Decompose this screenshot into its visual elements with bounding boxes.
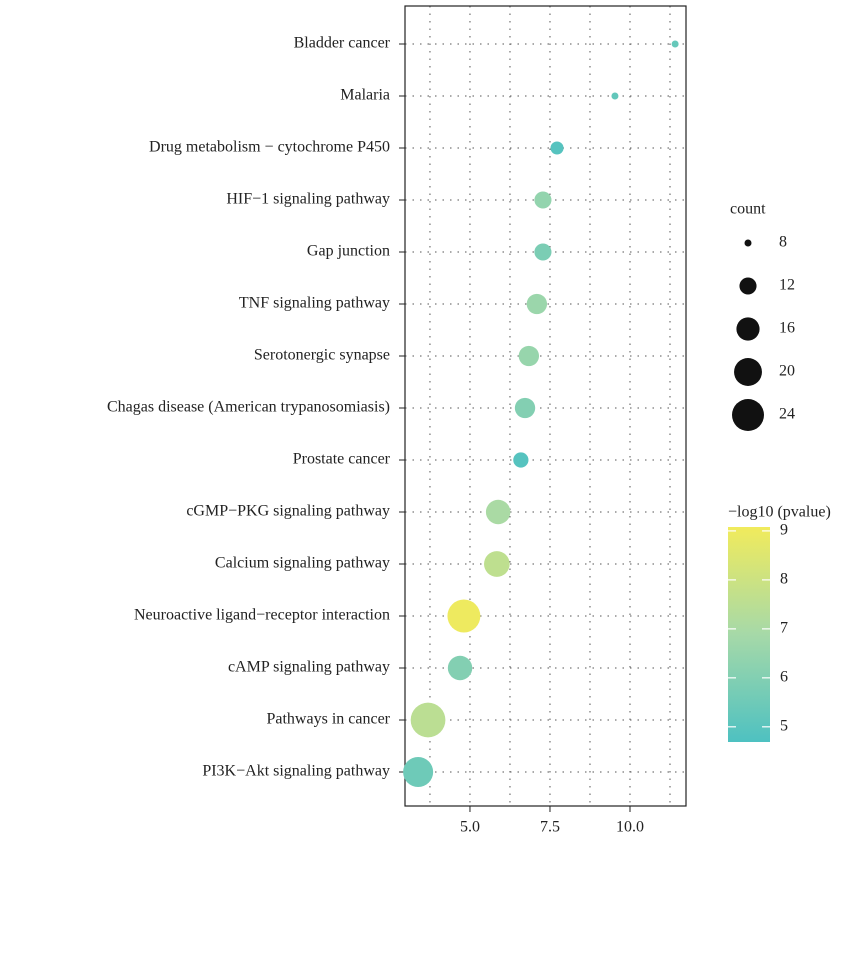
y-tick-label: HIF−1 signaling pathway — [226, 191, 390, 208]
bubble — [447, 655, 473, 681]
y-tick-label: Serotonergic synapse — [254, 347, 390, 364]
x-tick-label: 5.0 — [460, 819, 480, 836]
size-legend-key — [734, 358, 762, 386]
y-tick-label: Chagas disease (American trypanosomiasis… — [107, 399, 390, 416]
size-legend-label: 24 — [779, 406, 795, 423]
y-tick-label: TNF signaling pathway — [239, 295, 390, 312]
bubble — [534, 243, 552, 261]
bubble — [485, 499, 511, 525]
color-legend-label: 7 — [780, 620, 788, 637]
color-legend-label: 8 — [780, 571, 788, 588]
bubble — [671, 40, 679, 48]
color-bar — [728, 527, 770, 742]
bubble — [611, 92, 619, 100]
y-tick-label: Pathways in cancer — [266, 711, 390, 728]
bubble — [410, 702, 446, 738]
color-legend-label: 9 — [780, 522, 788, 539]
y-tick-label: PI3K−Akt signaling pathway — [202, 763, 390, 780]
y-tick-label: Drug metabolism − cytochrome P450 — [149, 139, 390, 156]
size-legend-label: 20 — [779, 363, 795, 380]
size-legend-label: 16 — [779, 320, 795, 337]
bubble — [484, 551, 510, 577]
size-legend-key — [736, 317, 760, 341]
panel-border — [404, 5, 687, 807]
color-legend-label: 5 — [780, 717, 788, 734]
y-tick-label: Neuroactive ligand−receptor interaction — [134, 607, 390, 624]
bubble — [403, 756, 434, 788]
y-tick-label: Prostate cancer — [293, 451, 391, 468]
x-tick-label: 7.5 — [540, 819, 560, 836]
size-legend-title: count — [730, 201, 766, 218]
bubble — [526, 293, 548, 315]
size-legend-label: 8 — [779, 234, 787, 251]
color-legend-title: −log10 (pvalue) — [728, 504, 831, 521]
size-legend-label: 12 — [779, 277, 795, 294]
y-tick-label: cAMP signaling pathway — [228, 659, 390, 676]
bubble — [550, 141, 564, 155]
y-tick-label: Gap junction — [307, 243, 390, 260]
y-tick-label: Calcium signaling pathway — [215, 555, 390, 572]
x-tick-label: 10.0 — [616, 819, 644, 836]
size-legend-key — [732, 399, 764, 431]
y-tick-label: cGMP−PKG signaling pathway — [186, 503, 390, 520]
bubble — [447, 599, 481, 633]
y-tick-label: Bladder cancer — [294, 35, 391, 52]
bubble — [534, 191, 552, 209]
bubble — [514, 397, 536, 419]
bubble — [518, 345, 540, 367]
bubble — [513, 452, 529, 468]
size-legend-key — [739, 277, 757, 295]
y-tick-label: Malaria — [340, 87, 390, 104]
size-legend-key — [744, 239, 752, 247]
color-legend-label: 6 — [780, 669, 788, 686]
